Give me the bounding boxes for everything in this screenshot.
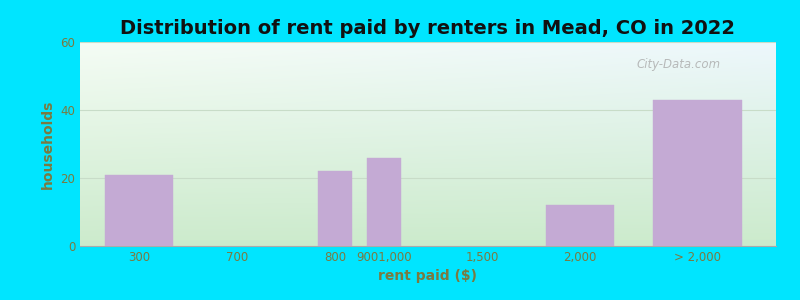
Bar — [105, 175, 173, 246]
Y-axis label: households: households — [41, 99, 54, 189]
Bar — [546, 205, 614, 246]
Bar — [318, 171, 352, 246]
X-axis label: rent paid ($): rent paid ($) — [378, 269, 478, 284]
Text: City-Data.com: City-Data.com — [637, 58, 721, 71]
Bar — [366, 158, 401, 246]
Title: Distribution of rent paid by renters in Mead, CO in 2022: Distribution of rent paid by renters in … — [121, 19, 735, 38]
Bar — [654, 100, 742, 246]
